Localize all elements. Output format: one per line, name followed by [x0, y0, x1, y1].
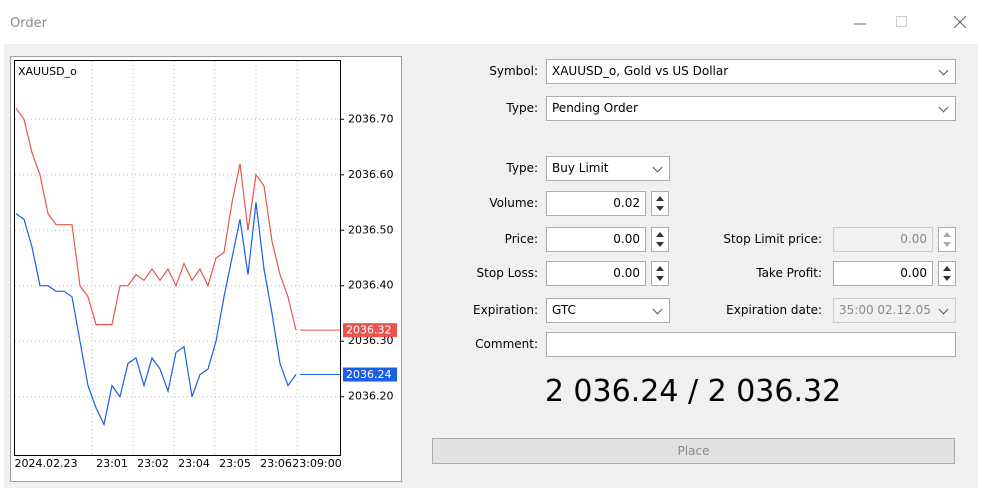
stop-limit-price-input: 0.00	[833, 227, 933, 252]
maximize-button	[896, 16, 907, 27]
current-price-tag	[343, 323, 397, 338]
place-button[interactable]: Place	[432, 438, 955, 464]
spinner[interactable]	[651, 261, 669, 286]
spinner	[938, 227, 956, 252]
expiration-date-input: 35:00 02.12.05	[833, 298, 956, 323]
minimize-button[interactable]	[850, 12, 870, 32]
price-line	[15, 202, 297, 427]
stop-loss-input[interactable]: 0.00	[546, 261, 646, 286]
plot-area	[14, 60, 341, 456]
chart-frame	[10, 56, 402, 482]
x-tick-label: 23:04	[178, 457, 210, 470]
y-tick-label: 2036.70	[348, 112, 394, 125]
x-tick-label: 23:01	[96, 457, 128, 470]
field-label: Volume:	[489, 196, 538, 210]
price-chart: XAUUSD_o 2036.20 2036.30 2036.40 2036.50 203…	[10, 56, 402, 482]
order-type-input[interactable]: Pending Order	[546, 96, 956, 121]
y-tick-label: 2036.50	[348, 223, 394, 236]
spinner[interactable]	[938, 261, 956, 286]
price-line	[15, 107, 297, 331]
field-label: Symbol:	[489, 64, 538, 78]
comment-input[interactable]	[546, 332, 956, 357]
field-label: Comment:	[475, 337, 538, 351]
current-price-label: 2036.24	[346, 368, 392, 381]
spinner[interactable]	[651, 191, 669, 216]
y-tick-label: 2036.30	[348, 334, 394, 347]
field-label: Price:	[504, 232, 538, 246]
window-title: Order	[10, 16, 47, 31]
y-tick-label: 2036.40	[348, 279, 394, 292]
y-tick-label: 2036.60	[348, 168, 394, 181]
y-tick-label: 2036.20	[348, 390, 394, 403]
field-label: Type:	[506, 161, 538, 175]
price-input[interactable]: 0.00	[546, 227, 646, 252]
spinner[interactable]	[651, 227, 669, 252]
expiration-input[interactable]: GTC	[546, 298, 670, 323]
field-label: Take Profit:	[756, 266, 822, 280]
close-button[interactable]	[950, 12, 970, 32]
field-label: Stop Loss:	[476, 266, 538, 280]
take-profit-input[interactable]: 0.00	[833, 261, 933, 286]
volume-input[interactable]: 0.02	[546, 191, 646, 216]
x-tick-label: 23:02	[137, 457, 169, 470]
x-tick-label: 23:09:00	[292, 457, 341, 470]
x-tick-label: 2024.02.23	[15, 457, 78, 470]
current-price-tag	[343, 367, 397, 382]
field-label: Expiration date:	[726, 303, 822, 317]
x-tick-label: 23:05	[219, 457, 251, 470]
field-label: Type:	[506, 101, 538, 115]
field-label: Stop Limit price:	[723, 232, 822, 246]
field-label: Expiration:	[473, 303, 538, 317]
current-price-label: 2036.32	[346, 324, 392, 337]
pending-type-input[interactable]: Buy Limit	[546, 156, 670, 181]
symbol-input[interactable]: XAUUSD_o, Gold vs US Dollar	[546, 59, 956, 84]
chart-symbol: XAUUSD_o	[18, 65, 77, 78]
x-tick-label: 23:06	[260, 457, 292, 470]
quote: 2 036.24 / 2 036.32	[544, 374, 842, 409]
